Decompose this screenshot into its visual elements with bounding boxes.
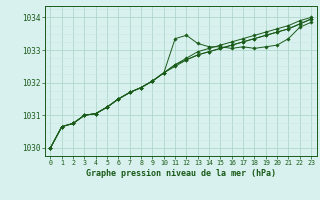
X-axis label: Graphe pression niveau de la mer (hPa): Graphe pression niveau de la mer (hPa)	[86, 169, 276, 178]
